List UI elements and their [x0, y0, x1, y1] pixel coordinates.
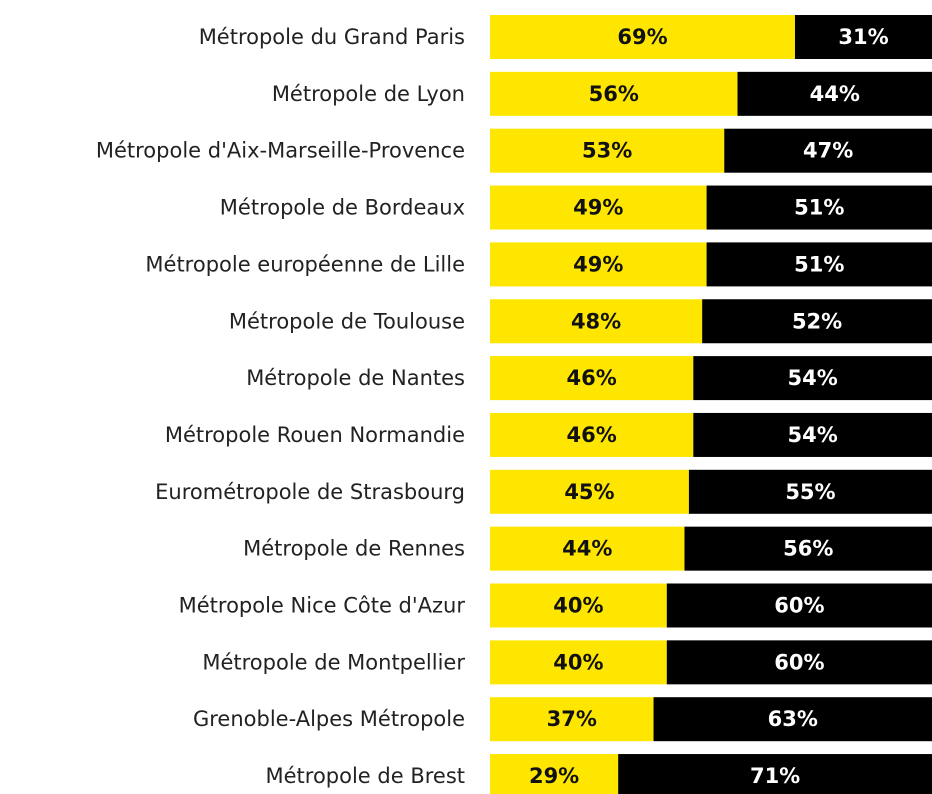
bar-segment — [618, 754, 932, 794]
value-label: 31% — [838, 25, 888, 49]
category-label: Métropole de Brest — [266, 764, 466, 788]
value-label: 48% — [571, 309, 621, 333]
category-label: Eurométropole de Strasbourg — [155, 480, 465, 504]
category-label: Métropole de Rennes — [243, 537, 465, 561]
value-label: 49% — [573, 252, 623, 276]
bar-segment — [702, 299, 932, 344]
bar-segment — [666, 640, 932, 685]
value-label: 52% — [792, 309, 842, 333]
category-label: Métropole de Bordeaux — [220, 196, 465, 220]
value-label: 37% — [547, 707, 597, 731]
bar-segment — [490, 412, 694, 457]
value-label: 29% — [529, 764, 579, 788]
bar-segment — [688, 469, 932, 514]
value-label: 51% — [794, 252, 844, 276]
bar-segment — [490, 640, 667, 685]
value-label: 71% — [750, 764, 800, 788]
bar-segment — [490, 754, 619, 794]
category-label: Métropole d'Aix-Marseille-Provence — [96, 139, 465, 163]
value-label: 60% — [774, 594, 824, 618]
value-label: 44% — [810, 82, 860, 106]
category-label: Métropole européenne de Lille — [145, 252, 465, 276]
value-label: 40% — [553, 594, 603, 618]
category-label: Métropole de Montpellier — [202, 650, 465, 674]
value-label: 53% — [582, 139, 632, 163]
bar-segment — [490, 356, 694, 401]
value-label: 51% — [794, 196, 844, 220]
bar-segment — [724, 128, 932, 173]
bar-segment — [666, 583, 932, 628]
bar-segment — [684, 526, 932, 571]
value-label: 56% — [589, 82, 639, 106]
value-label: 46% — [567, 366, 617, 390]
value-label: 63% — [768, 707, 818, 731]
value-label: 49% — [573, 196, 623, 220]
bar-segment — [693, 356, 932, 401]
bar-segment — [490, 15, 795, 59]
bar-segment — [490, 185, 707, 230]
value-label: 46% — [567, 423, 617, 447]
bar-segment — [737, 71, 932, 116]
value-label: 55% — [785, 480, 835, 504]
value-label: 54% — [788, 423, 838, 447]
value-label: 69% — [617, 25, 667, 49]
value-label: 47% — [803, 139, 853, 163]
bar-segment — [490, 469, 689, 514]
value-label: 56% — [783, 537, 833, 561]
bar-segment — [490, 242, 707, 287]
value-label: 60% — [774, 650, 824, 674]
bar-segment — [794, 15, 932, 59]
category-label: Métropole du Grand Paris — [199, 25, 465, 49]
value-label: 45% — [564, 480, 614, 504]
value-label: 40% — [553, 650, 603, 674]
category-label: Métropole de Lyon — [272, 82, 465, 106]
bar-segment — [490, 299, 703, 344]
bar-segment — [490, 526, 685, 571]
category-label: Métropole de Nantes — [246, 366, 465, 390]
bar-segment — [706, 242, 932, 287]
category-label: Métropole Rouen Normandie — [165, 423, 465, 447]
value-label: 44% — [562, 537, 612, 561]
bar-segment — [490, 128, 725, 173]
category-label: Métropole Nice Côte d'Azur — [179, 594, 466, 618]
category-label: Grenoble-Alpes Métropole — [193, 707, 465, 731]
value-label: 54% — [788, 366, 838, 390]
bar-segment — [490, 697, 654, 742]
bar-segment — [693, 412, 932, 457]
bar-segment — [490, 71, 738, 116]
bar-segment — [653, 697, 932, 742]
bar-segment — [706, 185, 932, 230]
bar-segment — [490, 583, 667, 628]
category-label: Métropole de Toulouse — [229, 309, 465, 333]
